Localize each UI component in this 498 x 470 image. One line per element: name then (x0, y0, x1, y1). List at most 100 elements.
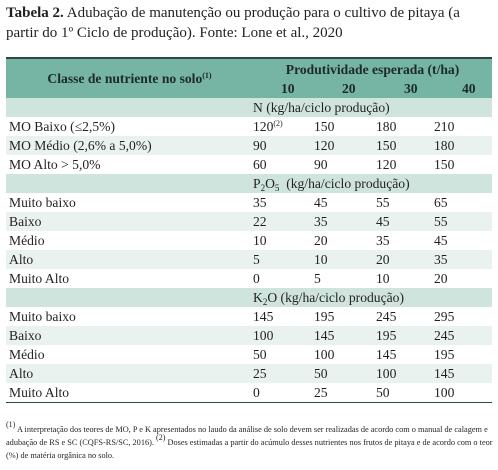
table-cell: 20 (314, 233, 328, 248)
section-header-p2o5: P2O5 (kg/ha/ciclo produção) (6, 174, 493, 193)
row-label: Baixo (6, 326, 253, 345)
table-cell: 150 (314, 119, 335, 134)
table-cell: 45 (434, 233, 448, 248)
table-cell: 50 (376, 383, 434, 403)
table-cell: 100 (253, 326, 314, 345)
class-header-label: Classe de nutriente no solo (47, 71, 203, 86)
table-cell: 50 (253, 347, 267, 362)
table-cell: 55 (434, 212, 493, 231)
table-cell: 145 (253, 309, 274, 324)
caption-label: Tabela 2. (6, 5, 64, 21)
table-row: Muito baixo 35 45 55 65 (6, 193, 492, 212)
row-label: Baixo (6, 212, 253, 231)
table-cell: 25 (314, 383, 376, 403)
row-label: Muito Alto (6, 383, 253, 403)
table-cell: 20 (376, 250, 434, 269)
table-cell: 0 (253, 271, 260, 286)
table-cell: 195 (434, 347, 455, 362)
table-cell: 45 (376, 212, 434, 231)
table-cell: 25 (253, 364, 314, 383)
table-caption: Tabela 2. Adubação de manutenção ou prod… (6, 4, 494, 43)
table-cell: 35 (376, 233, 390, 248)
table-row: Baixo 100 145 195 245 (6, 326, 493, 345)
table-cell: 90 (314, 157, 328, 172)
level-header: 30 (404, 81, 418, 96)
table-row: Alto 25 50 100 145 (6, 364, 493, 383)
row-label: MO Baixo (≤2,5%) (9, 119, 116, 134)
table-cell: 100 (314, 347, 335, 362)
level-header: 40 (462, 81, 476, 96)
table-cell: 180 (434, 136, 493, 155)
section-title-k2o: K2O (kg/ha/ciclo produção) (253, 290, 404, 307)
table-row: Muito Alto 0 5 10 20 (6, 269, 492, 288)
table-cell: 100 (434, 383, 493, 403)
table-cell: 150 (376, 136, 434, 155)
table-cell: 145 (314, 326, 376, 345)
table-row: Muito baixo 145 195 245 295 (6, 307, 492, 326)
table-cell: 145 (376, 347, 397, 362)
table-row: Muito Alto 0 25 50 100 (6, 383, 493, 403)
table-cell: 245 (376, 309, 397, 324)
table-cell: 145 (434, 364, 493, 383)
table-cell: 150 (434, 157, 455, 172)
table-cell: 90 (253, 136, 314, 155)
table-cell: 35 (434, 250, 493, 269)
table-row: MO Alto > 5,0% 60 90 120 150 (6, 155, 492, 174)
table-cell: 180 (376, 119, 397, 134)
fertilization-table: Classe de nutriente no solo(1) Produtivi… (6, 57, 493, 403)
table-cell: 10 (314, 250, 376, 269)
caption-text: Adubação de manutenção ou produção para … (6, 5, 460, 41)
footnote-sup-1: (1) (6, 420, 16, 429)
class-header-sup: (1) (202, 71, 212, 80)
table-cell: 65 (434, 195, 448, 210)
footnote-text-2: Doses estimadas a partir do acúmulo dess… (6, 438, 493, 461)
header-row-1: Classe de nutriente no solo(1) Produtivi… (6, 57, 493, 98)
table-cell: 100 (376, 364, 434, 383)
level-header: 10 (281, 81, 295, 96)
row-label: Muito Alto (9, 271, 70, 286)
table-row: Médio 10 20 35 45 (6, 231, 492, 250)
table-row: MO Médio (2,6% a 5,0%) 90 120 150 180 (6, 136, 493, 155)
table-cell: 55 (376, 195, 390, 210)
table-cell: 195 (314, 309, 335, 324)
productivity-header: Produtividade esperada (t/ha) (253, 57, 493, 79)
table-cell: 5 (253, 250, 314, 269)
footnote-text-1: A interpretação dos teores de MO, P e K … (6, 425, 488, 448)
row-label: MO Médio (2,6% a 5,0%) (6, 136, 253, 155)
section-header-k2o: K2O (kg/ha/ciclo produção) (6, 288, 493, 307)
table-cell: 120 (314, 136, 376, 155)
table-cell: 120(2) (253, 119, 283, 134)
table-cell: 10 (376, 271, 390, 286)
table-row: Alto 5 10 20 35 (6, 250, 493, 269)
table-cell: 45 (314, 195, 328, 210)
footnote-sup-2: (2) (156, 433, 166, 443)
section-title-p2o5: P2O5 (kg/ha/ciclo produção) (253, 176, 410, 193)
table-cell: 20 (434, 271, 448, 286)
table-cell: 210 (434, 119, 455, 134)
class-header: Classe de nutriente no solo(1) (6, 57, 253, 98)
row-label: Alto (6, 364, 253, 383)
table-cell: 35 (314, 212, 376, 231)
table-cell: 10 (253, 233, 267, 248)
row-label: Muito baixo (9, 309, 76, 324)
table-cell: 295 (434, 309, 455, 324)
table-row: Médio 50 100 145 195 (6, 345, 492, 364)
table-cell: 60 (253, 157, 267, 172)
table-row: Baixo 22 35 45 55 (6, 212, 493, 231)
row-label: MO Alto > 5,0% (9, 157, 101, 172)
table-cell: 35 (253, 195, 267, 210)
section-title-n: N (kg/ha/ciclo produção) (253, 100, 390, 115)
table-cell: 245 (434, 326, 493, 345)
cell-sup: (2) (273, 119, 283, 128)
row-label: Muito baixo (9, 195, 76, 210)
level-header: 20 (342, 81, 356, 96)
row-label: Médio (9, 233, 45, 248)
table-cell: 120 (376, 157, 397, 172)
row-label: Alto (6, 250, 253, 269)
table-cell: 0 (253, 383, 314, 403)
section-header-n: N (kg/ha/ciclo produção) (6, 98, 493, 117)
table-row: MO Baixo (≤2,5%) 120(2) 150 180 210 (6, 117, 492, 136)
table-cell: 50 (314, 364, 376, 383)
table-cell: 5 (314, 271, 321, 286)
